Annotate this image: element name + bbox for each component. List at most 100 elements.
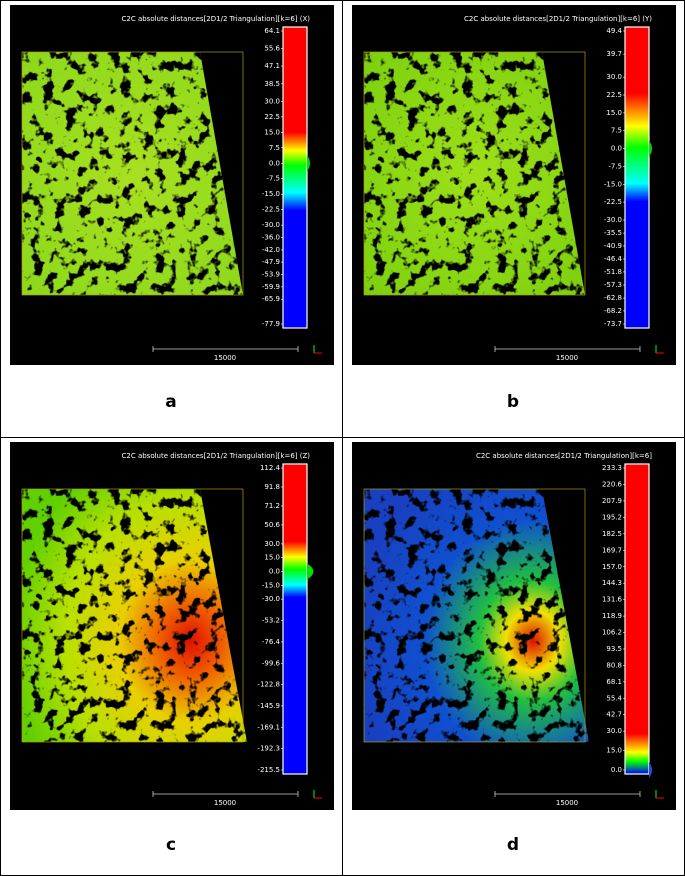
colorbar [624, 26, 650, 329]
colorbar-label: 15.0 [264, 128, 280, 136]
colorbar-label: 220.6 [602, 480, 623, 488]
colorbar-label: -62.8 [604, 294, 622, 302]
colorbar-label: -169.1 [257, 723, 280, 731]
colorbar-label: 42.7 [606, 711, 622, 719]
colorbar [282, 26, 308, 329]
colorbar-label: 157.0 [602, 563, 622, 571]
colorbar-label: 112.4 [260, 464, 281, 472]
colorbar-label: 0.0 [611, 766, 622, 774]
title: C2C absolute distances[2D1/2 Triangulati… [464, 15, 652, 23]
colorbar-label: 22.5 [606, 91, 622, 99]
panel: C2C absolute distances[2D1/2 Triangulati… [10, 5, 334, 412]
panel: C2C absolute distances[2D1/2 Triangulati… [352, 5, 676, 412]
panel-letter: b [507, 392, 519, 412]
screenshot: C2C absolute distances[2D1/2 Triangulati… [352, 5, 676, 365]
colorbar-label: -7.5 [608, 162, 622, 170]
colorbar-label: 30.0 [264, 540, 280, 548]
colorbar-label: 30.0 [264, 97, 280, 105]
colorbar-label: -46.4 [604, 255, 623, 263]
colorbar-label: 182.5 [602, 530, 622, 538]
colorbar-label: -22.5 [262, 206, 280, 214]
panel-letter: a [165, 392, 176, 412]
colorbar-label: 39.7 [606, 50, 622, 58]
colorbar-label: -99.6 [262, 659, 281, 667]
colorbar-label: 64.1 [264, 27, 280, 35]
colorbar-label: 0.0 [611, 145, 622, 153]
panel: C2C absolute distances[2D1/2 Triangulati… [352, 442, 676, 855]
bounding-box [363, 488, 586, 743]
screenshot: C2C absolute distances[2D1/2 Triangulati… [10, 5, 334, 365]
colorbar-label: 169.7 [602, 546, 622, 554]
colorbar-label: 55.4 [606, 694, 622, 702]
colorbar-label: -15.0 [262, 581, 280, 589]
scale-label: 15000 [214, 799, 236, 807]
colorbar-label: -30.0 [604, 216, 622, 224]
colorbar-label: -57.3 [604, 281, 622, 289]
screenshot: C2C absolute distances[2D1/2 Triangulati… [352, 442, 676, 810]
colorbar-label: 47.1 [264, 62, 280, 70]
bounding-box [21, 488, 244, 743]
bounding-box [363, 51, 586, 296]
histogram [307, 563, 314, 580]
colorbar-label: -42.0 [262, 246, 280, 254]
colorbar-label: -215.5 [257, 766, 280, 774]
colorbar-label: 118.9 [602, 612, 622, 620]
colorbar-label: -68.2 [604, 307, 622, 315]
panel-letter: c [166, 835, 176, 855]
colorbar-label: 144.3 [602, 579, 622, 587]
colorbar-label: 80.8 [606, 661, 622, 669]
scale-label: 15000 [556, 799, 578, 807]
colorbar-label: -53.2 [262, 617, 280, 625]
colorbar-label: 71.2 [264, 502, 280, 510]
colorbar-label: -192.3 [257, 745, 280, 753]
colorbar-label: -47.9 [262, 258, 280, 266]
colorbar-label: -73.7 [604, 320, 622, 328]
colorbar-label: -7.5 [266, 175, 280, 183]
title: C2C absolute distances[2D1/2 Triangulati… [121, 15, 310, 23]
colorbar-label: 38.5 [264, 80, 280, 88]
colorbar-label: 207.9 [602, 497, 622, 505]
panel-letter: d [507, 835, 519, 855]
cloud-texture [22, 52, 243, 295]
colorbar-label: 7.5 [611, 127, 622, 135]
colorbar-label: -36.0 [262, 234, 280, 242]
colorbar-label: 0.0 [269, 568, 280, 576]
scale-label: 15000 [556, 354, 578, 362]
colorbar-label: 195.2 [602, 513, 622, 521]
colorbar-label: -15.0 [262, 190, 280, 198]
colorbar-label: -22.5 [604, 198, 622, 206]
colorbar-label: 68.1 [606, 678, 622, 686]
colorbar-label: 0.0 [269, 159, 280, 167]
colorbar-label: 15.0 [606, 747, 622, 755]
colorbar-label: 30.0 [606, 727, 622, 735]
colorbar [624, 463, 650, 775]
histogram [307, 155, 310, 172]
colorbar-label: -40.9 [604, 242, 622, 250]
panel: C2C absolute distances[2D1/2 Triangulati… [10, 442, 334, 855]
colorbar-label: 91.8 [264, 483, 280, 491]
colorbar-label: -30.0 [262, 595, 280, 603]
colorbar-label: -53.9 [262, 270, 280, 278]
title: C2C absolute distances[2D1/2 Triangulati… [121, 452, 310, 460]
screenshot: C2C absolute distances[2D1/2 Triangulati… [10, 442, 334, 810]
title: C2C absolute distances[2D1/2 Triangulati… [476, 452, 652, 460]
colorbar [282, 463, 308, 775]
colorbar-label: -65.9 [262, 295, 280, 303]
colorbar-label: 15.0 [606, 109, 622, 117]
colorbar-label: -51.8 [604, 268, 622, 276]
colorbar-label: -145.9 [257, 702, 280, 710]
histogram [649, 762, 652, 778]
colorbar-label: 7.5 [269, 144, 280, 152]
colorbar-label: 131.6 [602, 596, 623, 604]
cloud-texture [364, 52, 585, 295]
colorbar-label: -30.0 [262, 221, 280, 229]
colorbar-label: -122.8 [257, 681, 280, 689]
colorbar-label: 233.3 [602, 464, 622, 472]
colorbar-label: 55.6 [264, 45, 280, 53]
colorbar-label: -15.0 [604, 180, 622, 188]
colorbar-label: 30.0 [606, 73, 622, 81]
colorbar-label: -77.9 [262, 320, 280, 328]
colorbar-label: 15.0 [264, 554, 280, 562]
colorbar-label: 22.5 [264, 113, 280, 121]
